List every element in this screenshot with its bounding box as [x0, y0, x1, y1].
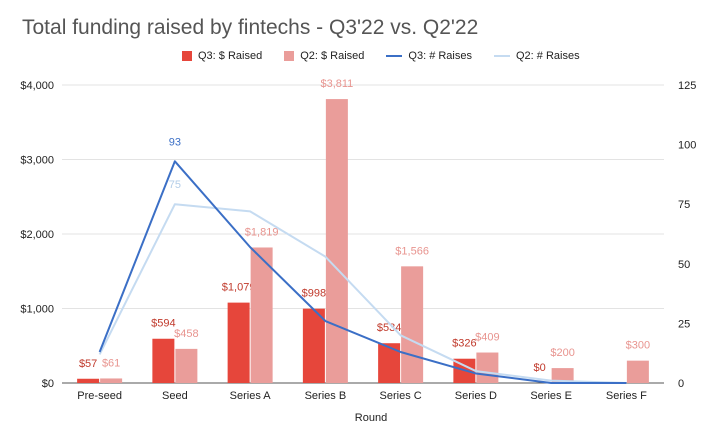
legend-item-q2-count: Q2: # Raises: [494, 50, 580, 62]
y2-tick-label: 25: [678, 318, 690, 330]
x-tick-label: Series D: [455, 390, 497, 402]
y-tick-label: $4,000: [20, 80, 54, 92]
y2-tick-label: 50: [678, 259, 690, 271]
bar-data-label: $57: [79, 358, 97, 370]
y-tick-label: $2,000: [20, 229, 54, 241]
y-tick-label: $0: [42, 378, 54, 390]
bar: [325, 99, 348, 383]
y-tick-label: $1,000: [20, 304, 54, 316]
y2-tick-label: 75: [678, 199, 690, 211]
legend-item-q2-raised: Q2: $ Raised: [284, 50, 364, 62]
x-tick-label: Series B: [305, 390, 347, 402]
bar: [378, 343, 401, 383]
bar-data-label: $200: [550, 347, 574, 359]
x-tick-label: Pre-seed: [77, 390, 122, 402]
y-tick-label: $3,000: [20, 155, 54, 167]
bar-data-label: $61: [102, 357, 120, 369]
x-tick-label: Series C: [380, 390, 422, 402]
bar: [626, 360, 649, 383]
bar-data-label: $998: [302, 288, 326, 300]
x-tick-label: Series E: [530, 390, 572, 402]
bar-data-label: $3,811: [320, 78, 353, 90]
series-line: [98, 160, 627, 384]
x-tick-label: Series A: [230, 390, 272, 402]
bar-data-label: $0: [534, 362, 546, 374]
bar-data-label: $409: [475, 332, 499, 344]
legend: Q3: $ Raised Q2: $ Raised Q3: # Raises Q…: [182, 50, 602, 62]
bar: [227, 302, 250, 383]
y2-tick-label: 100: [678, 140, 696, 152]
x-tick-label: Series F: [606, 390, 647, 402]
x-tick-label: Seed: [162, 390, 188, 402]
bar: [401, 266, 424, 383]
legend-swatch-q2-raised: [284, 51, 295, 61]
bar-data-label: $458: [174, 328, 198, 340]
chart-title: Total funding raised by fintechs - Q3'22…: [22, 16, 479, 39]
line-data-label: 93: [169, 136, 181, 148]
legend-label-q2-raised: Q2: $ Raised: [300, 50, 365, 62]
legend-swatch-q3-raised: [182, 51, 192, 61]
bar-data-label: $1,079: [222, 282, 256, 294]
legend-label-q3-raised: Q3: $ Raised: [198, 50, 263, 62]
bar-data-label: $1,819: [245, 226, 279, 238]
legend-label-q3-count: Q3: # Raises: [408, 50, 472, 62]
bar: [302, 308, 325, 383]
bar-data-label: $594: [151, 318, 175, 330]
legend-line-q3-count: [386, 55, 403, 57]
x-axis-title: Round: [355, 412, 387, 424]
legend-label-q2-count: Q2: # Raises: [516, 50, 580, 62]
bar: [250, 247, 273, 383]
bar-data-label: $534: [377, 322, 401, 334]
bar: [152, 338, 175, 383]
bar-data-label: $326: [452, 338, 476, 350]
legend-line-q2-count: [494, 55, 510, 57]
bar-data-label: $300: [626, 340, 650, 352]
bar-data-label: $1,566: [395, 245, 429, 257]
y2-tick-label: 0: [678, 378, 684, 390]
series-line: [98, 203, 627, 384]
bar: [476, 352, 499, 383]
bar: [551, 368, 574, 383]
line-data-label: 75: [169, 179, 181, 191]
legend-item-q3-raised: Q3: $ Raised: [182, 50, 262, 62]
bar: [100, 378, 123, 383]
legend-item-q3-count: Q3: # Raises: [386, 50, 472, 62]
bar: [77, 378, 100, 383]
y2-tick-label: 125: [678, 80, 696, 92]
bar: [175, 348, 198, 383]
